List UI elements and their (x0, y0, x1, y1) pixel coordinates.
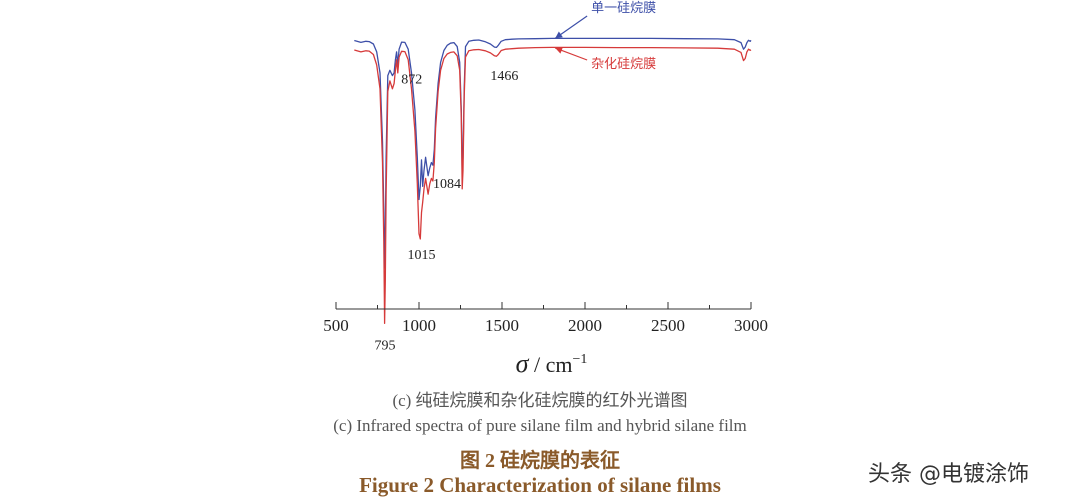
peak-label-872: 872 (401, 73, 422, 88)
x-tick-label-500: 500 (323, 316, 349, 335)
series-line-1 (354, 37, 752, 269)
legend-label-2: 杂化硅烷膜 (591, 56, 656, 71)
legend-label-1: 单一硅烷膜 (591, 0, 656, 15)
watermark: 头条 @电镀涂饰 (868, 462, 1029, 487)
x-axis-label: σ / cm−1 (516, 349, 588, 378)
x-axis: 500 1000 1500 2000 2500 3000 (323, 302, 768, 335)
series-layer (354, 37, 752, 325)
peak-label-1466: 1466 (490, 69, 518, 84)
peak-label-1084: 1084 (433, 177, 461, 192)
legend-arrow-head-1 (555, 31, 563, 39)
x-axis-label-exponent: −1 (572, 352, 587, 367)
x-axis-label-symbol: σ (516, 349, 530, 378)
x-axis-label-unit: / cm (528, 352, 572, 377)
figure-title-cn: 图 2 硅烷膜的表征 (460, 450, 620, 472)
x-tick-label-1500: 1500 (485, 316, 519, 335)
x-tick-label-2000: 2000 (568, 316, 602, 335)
subfigure-caption-en: (c) Infrared spectra of pure silane film… (333, 416, 747, 435)
x-tick-label-3000: 3000 (734, 316, 768, 335)
peak-label-795: 795 (374, 338, 395, 353)
legend-arrow-head-2 (555, 47, 563, 54)
series-line-2 (354, 46, 752, 325)
x-tick-label-1000: 1000 (402, 316, 436, 335)
peak-annotations: 795 872 1015 1084 1466 (374, 69, 518, 354)
x-tick-label-2500: 2500 (651, 316, 685, 335)
subfigure-caption-cn: (c) 纯硅烷膜和杂化硅烷膜的红外光谱图 (392, 391, 688, 410)
peak-label-1015: 1015 (407, 248, 435, 263)
figure-title-en: Figure 2 Characterization of silane film… (359, 473, 721, 497)
